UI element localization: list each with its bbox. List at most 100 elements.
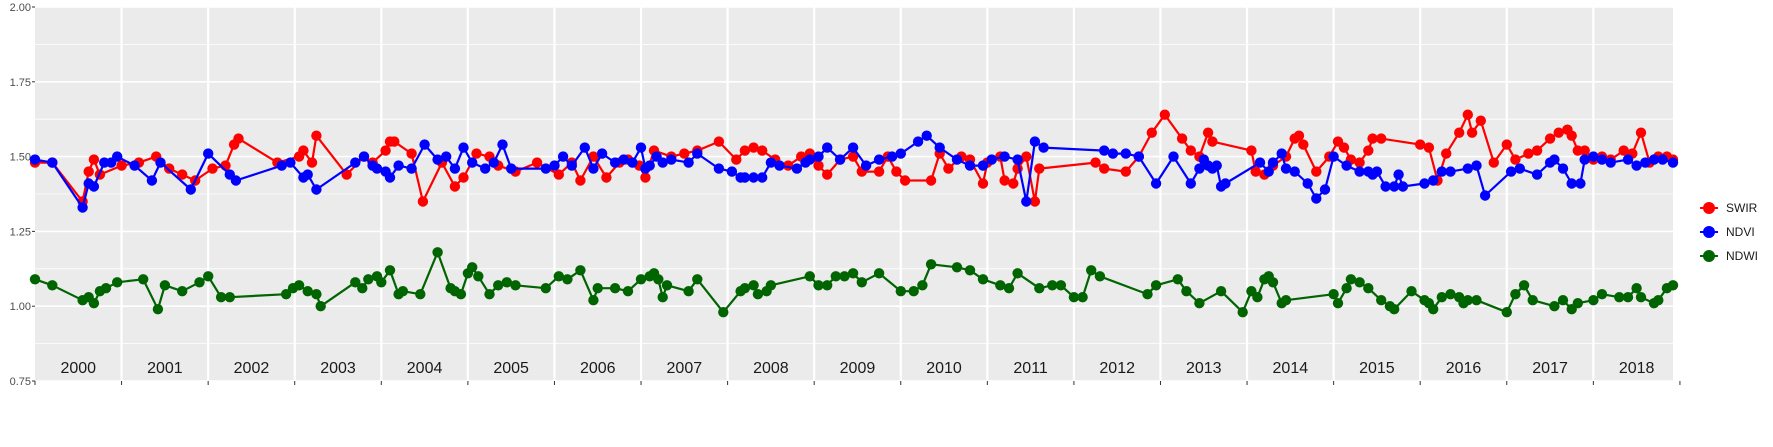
series-ndvi-point (1622, 154, 1634, 165)
series-ndvi-point (1380, 181, 1391, 192)
series-swir-point (1415, 139, 1426, 150)
series-swir-point (417, 196, 429, 207)
series-ndvi-point (964, 160, 976, 171)
legend-label-ndwi: NDWI (1726, 249, 1758, 263)
series-ndwi-point (1596, 289, 1608, 300)
series-ndvi-point (1194, 163, 1205, 174)
series-ndvi-point (609, 157, 621, 168)
series-swir-point (1246, 145, 1257, 156)
series-ndwi-point (363, 274, 374, 285)
series-ndvi-point (311, 184, 322, 195)
series-ndvi-point (860, 160, 872, 171)
series-swir-point (943, 163, 954, 174)
series-ndvi-point (1648, 154, 1660, 165)
series-ndwi-point (1142, 289, 1153, 300)
series-ndwi-point (977, 274, 989, 285)
series-swir-point (1034, 163, 1045, 174)
series-swir-point (116, 160, 127, 171)
series-ndvi-point (834, 154, 846, 165)
legend-key-swir (1698, 197, 1720, 219)
series-swir-point (1202, 127, 1214, 138)
series-ndwi-point (1501, 307, 1513, 318)
series-swir-point (1120, 166, 1132, 177)
series-ndvi-point (112, 151, 123, 162)
series-ndwi-point (1012, 268, 1023, 279)
series-swir-point (1531, 145, 1543, 156)
series-ndwi-point (215, 292, 227, 303)
series-ndvi-point (1302, 178, 1313, 189)
series-ndvi-point (1605, 157, 1616, 168)
series-swir-point (1376, 133, 1387, 144)
series-ndvi-point (886, 151, 898, 162)
series-ndwi (29, 247, 1679, 318)
series-ndvi-point (549, 160, 560, 171)
series-swir-point (1544, 133, 1556, 144)
year-label: 2002 (234, 360, 270, 377)
series-swir-point (1618, 145, 1629, 156)
series-ndwi-point (1150, 280, 1162, 291)
series-ndvi-point (921, 130, 932, 141)
series-swir-point (1207, 136, 1218, 147)
series-ndwi-point (964, 265, 976, 276)
series-swir-point (813, 160, 824, 171)
series-ndvi-point (1549, 154, 1560, 165)
year-label: 2013 (1186, 360, 1222, 377)
series-ndvi-point (934, 142, 945, 153)
series-ndwi-point (622, 286, 634, 297)
series-swir-point (341, 169, 352, 180)
series-ndwi-point (397, 286, 409, 297)
series-swir-point (1501, 139, 1513, 150)
series-swir-point (177, 169, 188, 180)
series-ndvi-point (1267, 157, 1279, 168)
series-ndwi-point (995, 280, 1006, 291)
series-swir-point (1566, 130, 1577, 141)
series-ndvi-point (1557, 163, 1569, 174)
series-ndvi-point (77, 202, 88, 213)
series-ndwi-point (493, 280, 504, 291)
series-ndwi-point (415, 289, 426, 300)
series-ndvi-point (1640, 157, 1651, 168)
series-swir-point (748, 142, 759, 153)
series-ndvi-point (155, 157, 166, 168)
series-ndvi-point (1588, 151, 1599, 162)
legend-item-ndvi: NDVI (1698, 220, 1770, 244)
series-ndvi-point (1575, 178, 1586, 189)
series-ndwi-point (484, 289, 495, 300)
series-swir-point (298, 145, 309, 156)
series-ndvi-point (1150, 178, 1162, 189)
series-ndvi-point (185, 184, 196, 195)
series-swir-point (1008, 178, 1019, 189)
series-swir-point (449, 181, 461, 192)
series-ndwi-point (562, 274, 573, 285)
year-label: 2012 (1099, 360, 1135, 377)
series-ndwi-point (1328, 289, 1339, 300)
series-ndwi-point (467, 262, 478, 273)
series-ndwi-point (350, 277, 361, 288)
series-ndvi-point (1341, 160, 1352, 171)
series-ndwi-point (830, 271, 841, 282)
series-swir-point (1338, 142, 1350, 153)
series-ndvi-point (1185, 178, 1197, 189)
series-swir-point (1466, 127, 1478, 138)
series-ndwi-point (1436, 292, 1448, 303)
y-tick-label: 1.50 (10, 152, 31, 164)
series-ndwi-point (88, 298, 100, 309)
series-ndvi-point (1631, 160, 1642, 171)
series-ndwi-point (1034, 283, 1045, 294)
series-swir-point (207, 163, 218, 174)
series-ndwi-point (357, 283, 368, 294)
series-ndwi-point (951, 262, 963, 273)
series-ndwi-point (302, 286, 313, 297)
series-ndwi-point (609, 283, 621, 294)
series-ndwi-point (748, 280, 759, 291)
series-ndvi-point (644, 160, 655, 171)
series-ndwi-point (1354, 277, 1365, 288)
series-ndwi-point (692, 274, 703, 285)
series-ndwi-point (1280, 295, 1292, 306)
series-ndwi-point (839, 271, 850, 282)
series-ndwi-point (739, 283, 751, 294)
y-tick-label: 0.75 (10, 376, 31, 388)
year-label: 2016 (1446, 360, 1482, 377)
series-ndwi-point (1622, 292, 1634, 303)
